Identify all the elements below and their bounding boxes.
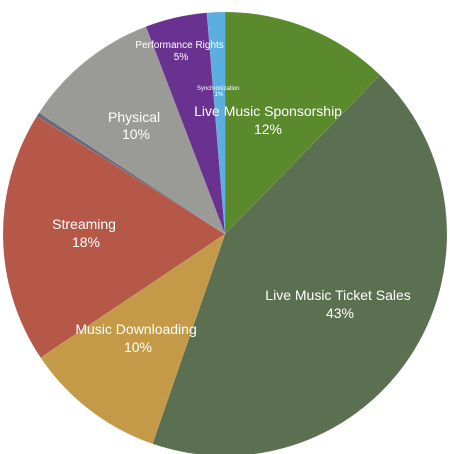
pie-slice-music-downloading [40,233,226,445]
pie-slice-streaming [2,115,226,358]
pie-slices [2,11,448,454]
pie-slice-synchronization [206,11,226,235]
slice-label-streaming: Streaming 18% [52,216,120,250]
pie-slice-physical [38,26,226,235]
slice-label-live-music-sponsorship: Live Music Sponsorship 12% [194,103,346,137]
pie-labels: Live Music Sponsorship 12% Live Music Ti… [52,40,414,355]
slice-label-synchronization: Synchronization 1% [197,86,241,98]
pie-slice-performance-rights [145,12,226,235]
slice-label-physical: Physical 10% [108,109,164,142]
pie-slice-live-music-sponsorship [224,11,381,235]
slice-label-live-music-ticket-sales: Live Music Ticket Sales 43% [265,287,414,321]
slice-label-performance-rights: Performance Rights 5% [135,40,226,63]
pie-slice-live-music-ticket-sales [152,74,448,454]
slice-label-music-downloading: Music Downloading 10% [75,321,200,355]
pie-slice-unlabeled-4 [36,112,226,235]
